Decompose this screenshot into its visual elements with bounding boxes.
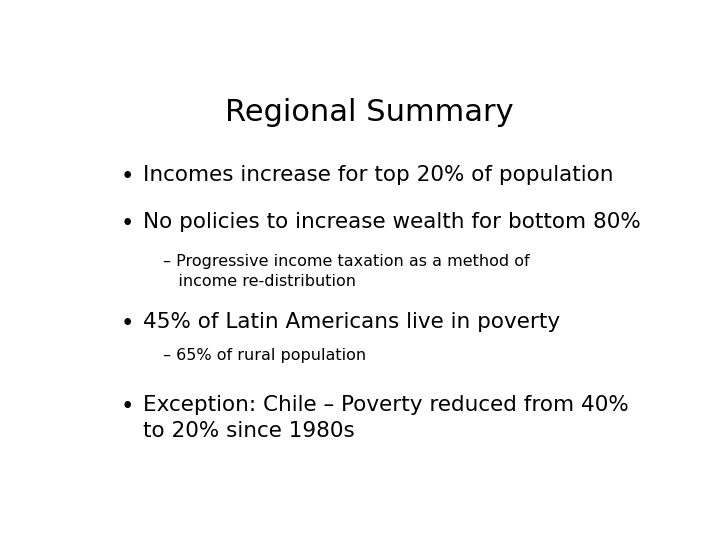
Text: •: • bbox=[121, 312, 134, 335]
Text: •: • bbox=[121, 395, 134, 418]
Text: Exception: Chile – Poverty reduced from 40%
to 20% since 1980s: Exception: Chile – Poverty reduced from … bbox=[143, 395, 629, 441]
Text: Regional Summary: Regional Summary bbox=[225, 98, 513, 127]
Text: Incomes increase for top 20% of population: Incomes increase for top 20% of populati… bbox=[143, 165, 613, 185]
Text: •: • bbox=[121, 212, 134, 235]
Text: 45% of Latin Americans live in poverty: 45% of Latin Americans live in poverty bbox=[143, 312, 560, 332]
Text: No policies to increase wealth for bottom 80%: No policies to increase wealth for botto… bbox=[143, 212, 641, 232]
Text: – Progressive income taxation as a method of
   income re-distribution: – Progressive income taxation as a metho… bbox=[163, 254, 529, 289]
Text: – 65% of rural population: – 65% of rural population bbox=[163, 348, 366, 363]
Text: •: • bbox=[121, 165, 134, 187]
